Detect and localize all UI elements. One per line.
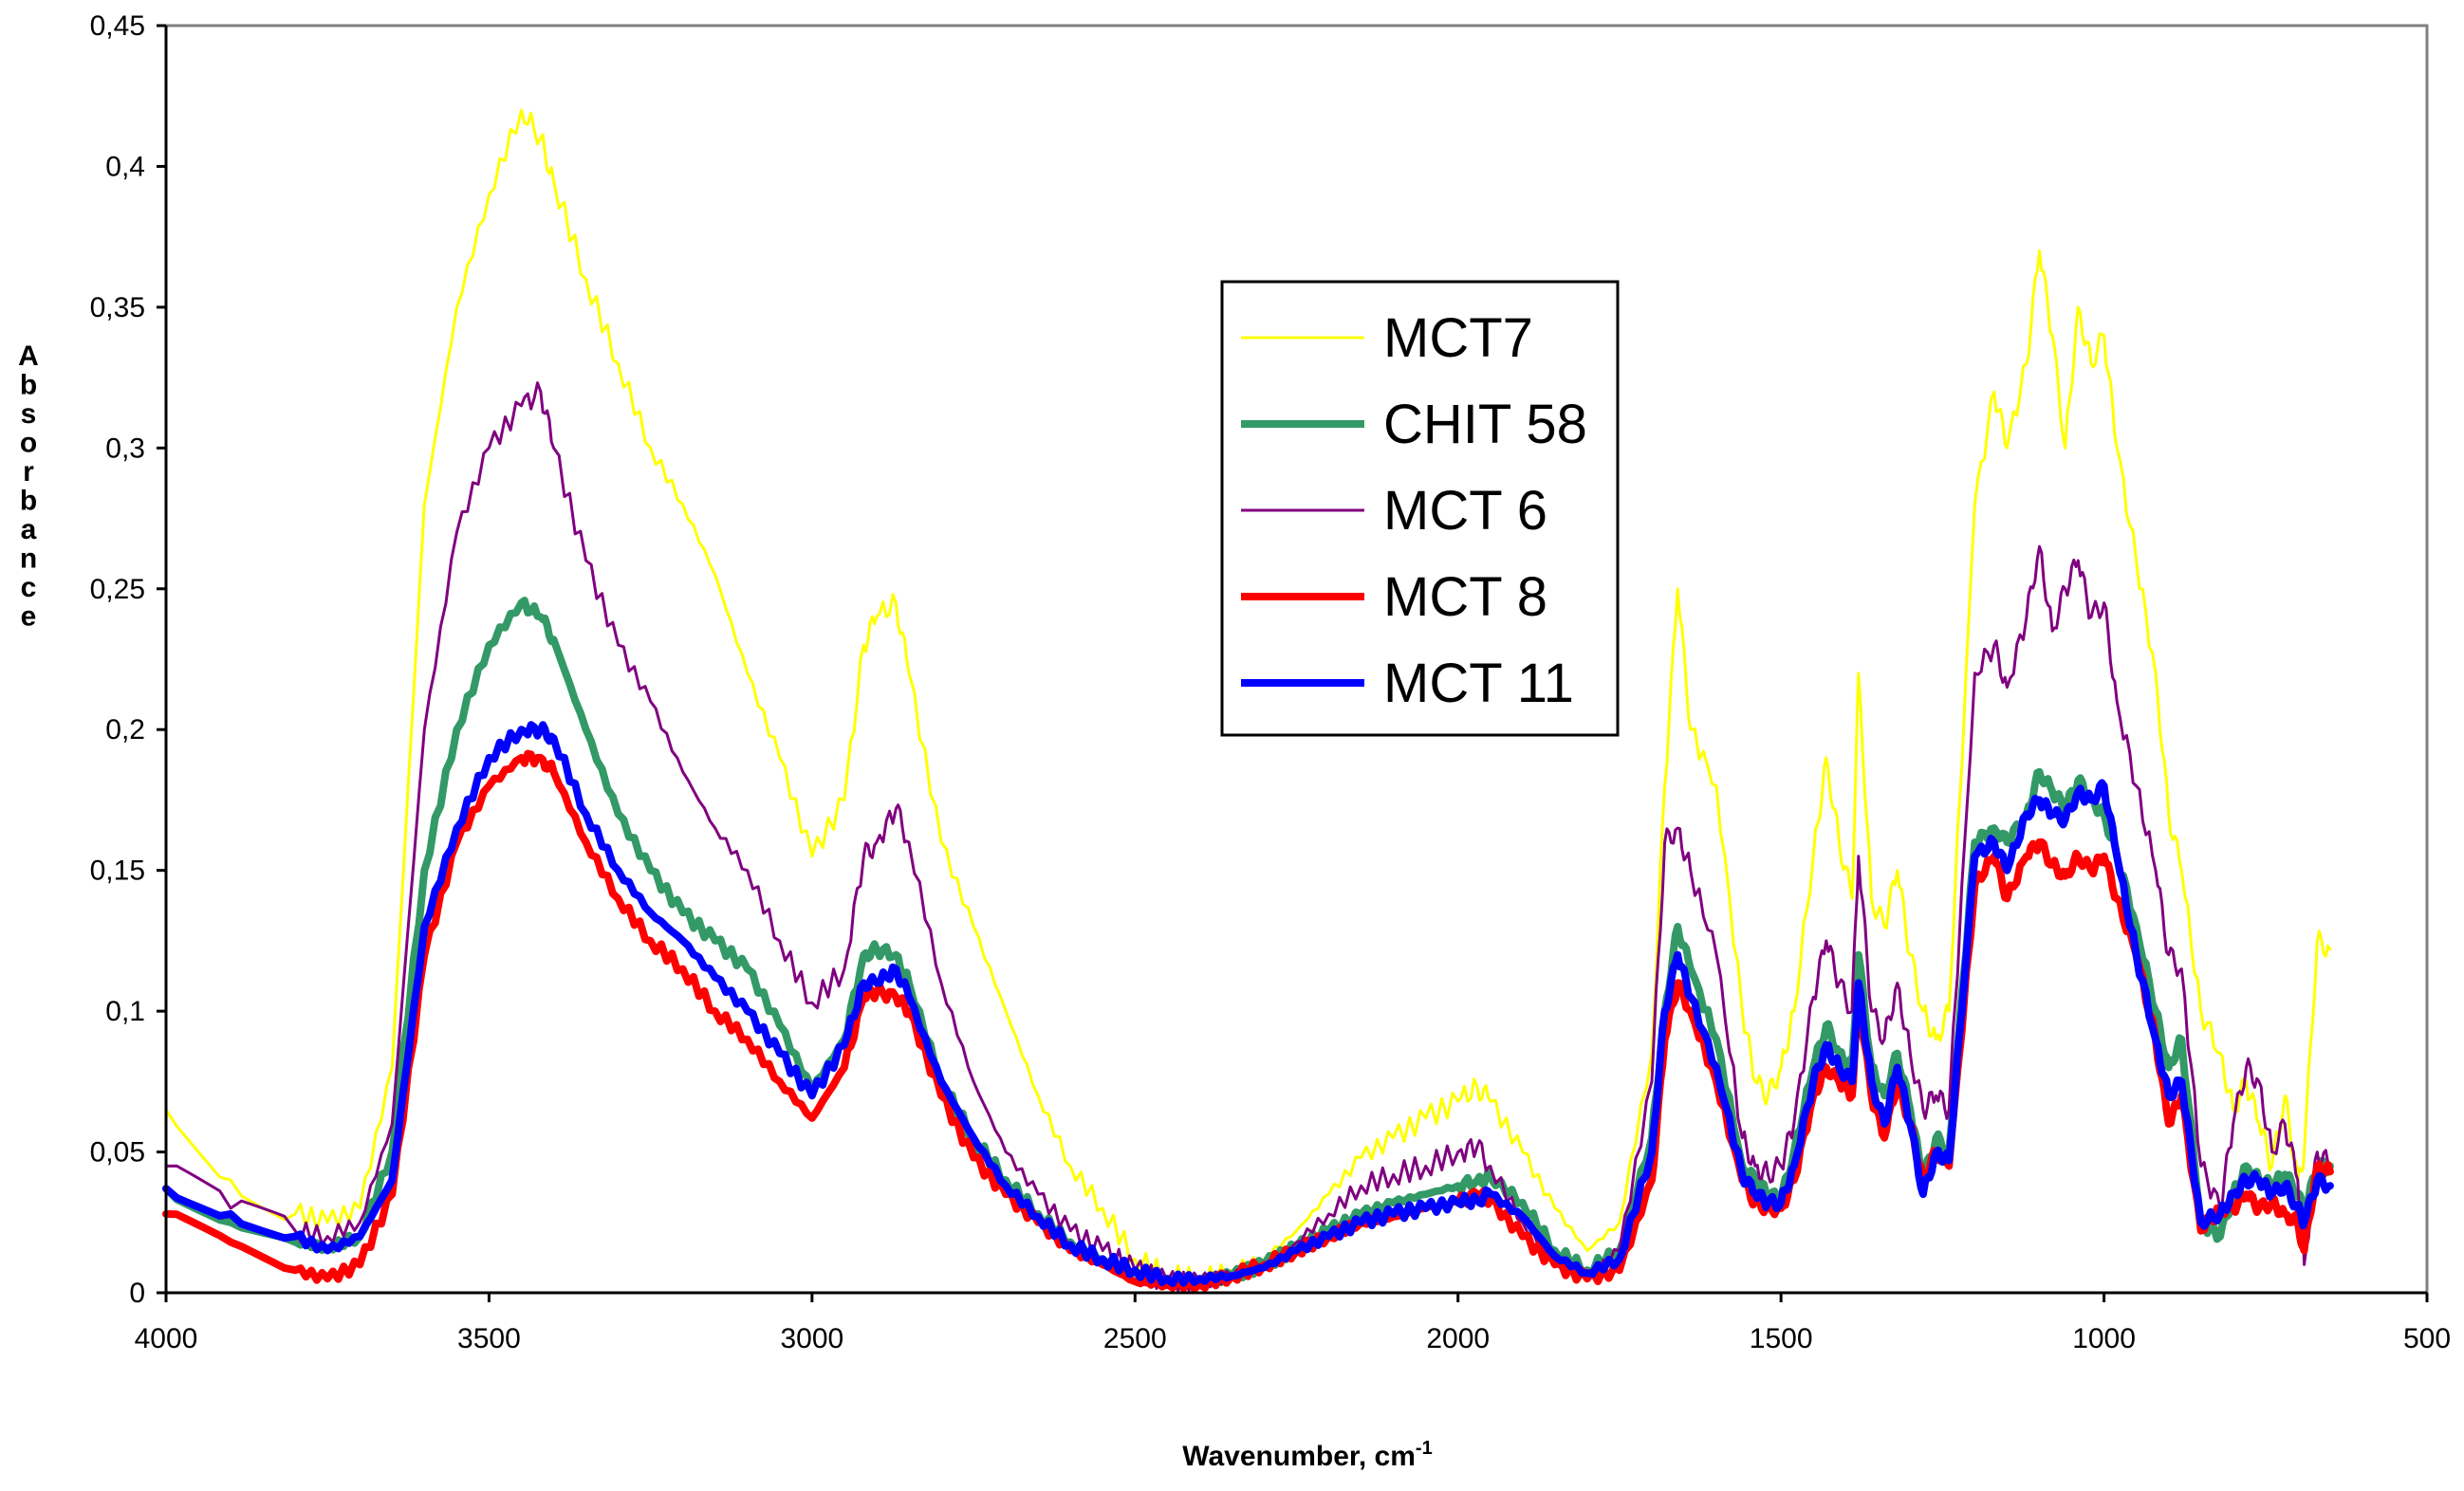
x-tick-label: 1000	[2072, 1323, 2136, 1354]
x-tick-label: 2500	[1103, 1323, 1167, 1354]
x-tick-label: 500	[2403, 1323, 2451, 1354]
legend-box	[1220, 280, 1620, 737]
series-line-mct-11	[162, 721, 2334, 1287]
y-tick-label: 0,1	[105, 996, 145, 1027]
y-tick-label: 0,25	[90, 574, 145, 605]
y-tick-label: 0,15	[90, 856, 145, 887]
x-axis-title: Wavenumber, cm-1	[1182, 1438, 1432, 1472]
y-axis-title-letter: n	[20, 543, 37, 575]
legend-items: MCT7 CHIT 58 MCT 6 MCT 8 MCT 11	[1241, 307, 1587, 714]
y-axis-title-letter: A	[18, 341, 39, 372]
x-axis-ticks: 4000 3500 3000 2500 2000 1500 1000 500	[135, 1293, 2451, 1354]
legend-label: MCT 6	[1383, 480, 1547, 542]
legend-label: CHIT 58	[1383, 394, 1587, 455]
y-axis-title-letter: b	[20, 486, 37, 517]
series-line-mct7	[164, 108, 2332, 1290]
y-axis-title-letter: e	[21, 601, 37, 633]
legend: MCT7 CHIT 58 MCT 6 MCT 8 MCT 11	[1220, 280, 1620, 737]
y-axis-ticks: 0 0,05 0,1 0,15 0,2 0,25 0,3 0,35 0,4 0,45	[90, 10, 166, 1309]
series-line-mct-8	[162, 749, 2334, 1293]
y-axis-title-letter: a	[21, 514, 37, 545]
x-tick-label: 4000	[135, 1323, 198, 1354]
legend-label: MCT7	[1383, 307, 1533, 369]
series-layer	[162, 108, 2334, 1293]
y-tick-label: 0,2	[105, 714, 145, 746]
y-tick-label: 0,35	[90, 292, 145, 323]
y-tick-label: 0	[129, 1278, 145, 1309]
x-tick-label: 3500	[457, 1323, 521, 1354]
x-tick-label: 2000	[1426, 1323, 1490, 1354]
y-axis-title-letter: b	[20, 370, 37, 401]
x-axis-title-superscript: -1	[1416, 1438, 1433, 1459]
y-axis-title-letter: c	[21, 572, 37, 603]
x-tick-label: 3000	[780, 1323, 843, 1354]
legend-label: MCT 11	[1383, 653, 1574, 714]
y-tick-label: 0,05	[90, 1137, 145, 1169]
y-axis-title-letter: r	[23, 456, 34, 488]
y-axis-title-letter: s	[21, 398, 37, 430]
y-tick-label: 0,4	[105, 151, 145, 182]
y-tick-label: 0,45	[90, 10, 145, 42]
series-line-mct-6	[164, 381, 2332, 1293]
y-tick-label: 0,3	[105, 433, 145, 464]
x-tick-label: 1500	[1750, 1323, 1813, 1354]
y-axis-title-letter: o	[20, 428, 37, 459]
legend-label: MCT 8	[1383, 566, 1547, 628]
x-axis-title-text: Wavenumber, cm	[1182, 1441, 1416, 1472]
